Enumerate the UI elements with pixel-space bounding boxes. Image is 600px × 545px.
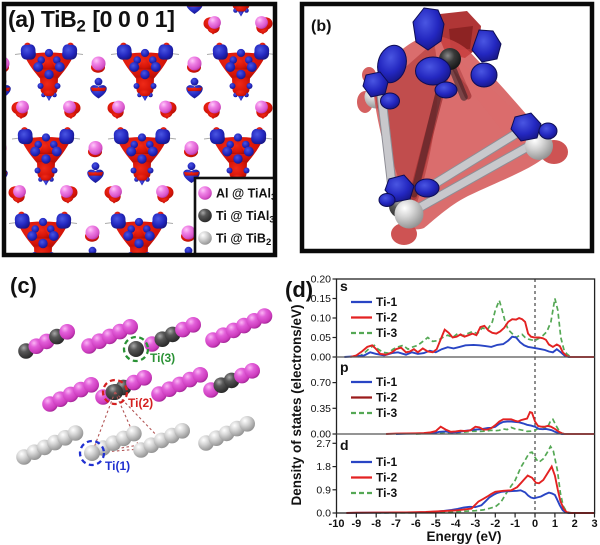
- svg-text:(b): (b): [311, 18, 331, 35]
- svg-text:-10: -10: [329, 518, 345, 530]
- svg-text:Ti-1: Ti-1: [376, 295, 397, 309]
- svg-text:Density of states (electrons/e: Density of states (electrons/eV): [289, 304, 304, 505]
- svg-text:0.05: 0.05: [311, 332, 332, 344]
- svg-text:2.7: 2.7: [316, 438, 331, 450]
- svg-text:Ti-2: Ti-2: [376, 471, 397, 485]
- svg-text:-9: -9: [352, 518, 362, 530]
- svg-text:Ti(1): Ti(1): [105, 459, 130, 473]
- svg-text:-3: -3: [471, 518, 481, 530]
- svg-text:-1: -1: [510, 518, 520, 530]
- svg-text:0: 0: [532, 518, 538, 530]
- svg-text:0.00: 0.00: [311, 429, 332, 441]
- svg-text:0.35: 0.35: [311, 403, 332, 415]
- svg-text:-2: -2: [490, 518, 500, 530]
- svg-text:0.0: 0.0: [316, 508, 331, 520]
- svg-text:-4: -4: [451, 518, 462, 530]
- svg-text:Ti-3: Ti-3: [376, 406, 397, 420]
- svg-text:Ti(3): Ti(3): [150, 351, 175, 365]
- svg-text:Ti-3: Ti-3: [376, 486, 397, 500]
- svg-text:0.20: 0.20: [311, 274, 332, 286]
- svg-text:Ti-1: Ti-1: [376, 375, 397, 389]
- svg-text:0.15: 0.15: [311, 293, 332, 305]
- svg-text:-8: -8: [371, 518, 381, 530]
- svg-text:0.00: 0.00: [311, 352, 332, 364]
- svg-text:-6: -6: [411, 518, 421, 530]
- svg-text:2: 2: [572, 518, 578, 530]
- svg-text:s: s: [340, 278, 348, 294]
- svg-text:Ti(2): Ti(2): [128, 396, 153, 410]
- svg-text:d: d: [340, 437, 349, 453]
- svg-text:Ti @ TiAl3: Ti @ TiAl3: [216, 209, 275, 226]
- svg-text:0.70: 0.70: [311, 377, 332, 389]
- svg-text:Ti-2: Ti-2: [376, 311, 397, 325]
- svg-text:0.9: 0.9: [316, 484, 331, 496]
- svg-text:-7: -7: [391, 518, 401, 530]
- svg-text:Energy (eV): Energy (eV): [426, 529, 501, 544]
- svg-text:Ti-1: Ti-1: [376, 455, 397, 469]
- svg-text:3: 3: [591, 518, 597, 530]
- svg-text:-5: -5: [431, 518, 441, 530]
- svg-text:Ti-3: Ti-3: [376, 326, 397, 340]
- svg-text:(a) TiB2 [0 0 0 1]: (a) TiB2 [0 0 0 1]: [8, 6, 174, 36]
- svg-text:Ti-2: Ti-2: [376, 391, 397, 405]
- svg-text:p: p: [340, 359, 349, 375]
- svg-text:(c): (c): [10, 273, 37, 298]
- svg-text:(d): (d): [285, 277, 313, 302]
- svg-text:1: 1: [552, 518, 558, 530]
- svg-text:0.10: 0.10: [311, 313, 332, 325]
- svg-text:1.8: 1.8: [316, 461, 331, 473]
- svg-text:Ti @ TiB2: Ti @ TiB2: [216, 232, 271, 249]
